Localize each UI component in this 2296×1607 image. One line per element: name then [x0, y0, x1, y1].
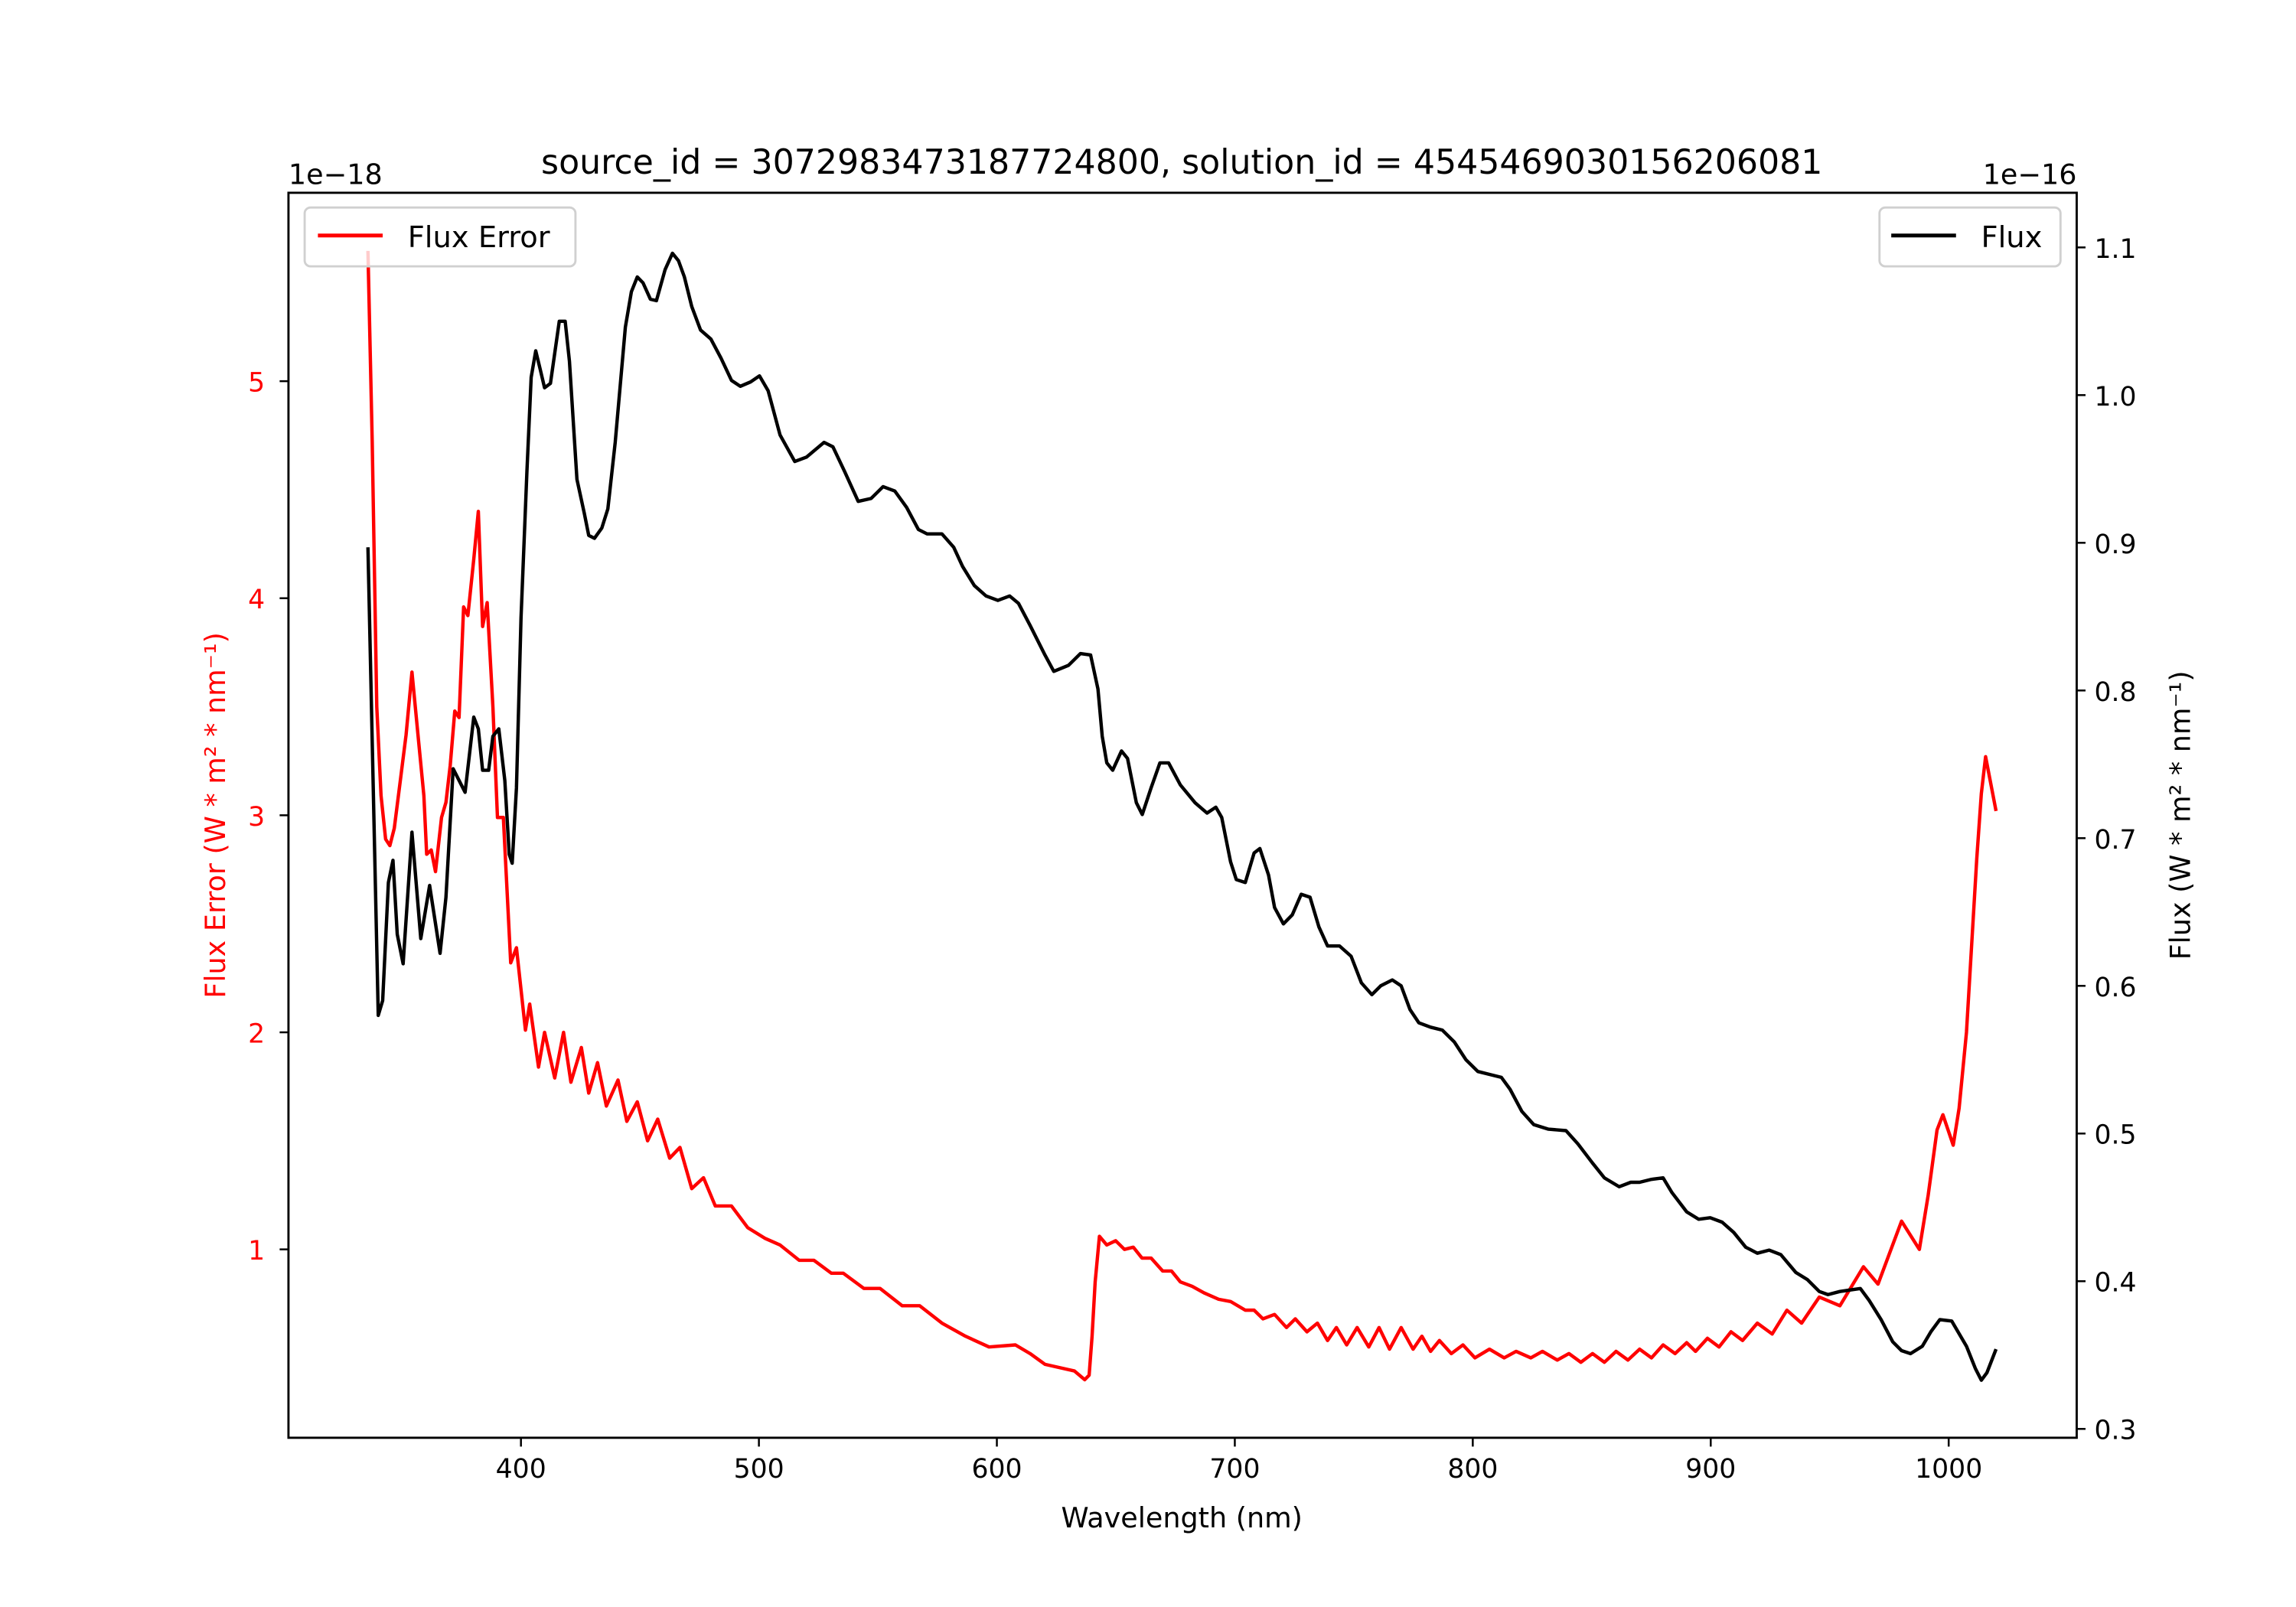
left-y-axis-label: Flux Error (W * m² * nm⁻¹) [199, 632, 232, 999]
right-y-tick-label: 0.6 [2095, 973, 2137, 1003]
x-tick-label: 700 [1209, 1454, 1260, 1485]
right-y-tick-label: 0.5 [2095, 1120, 2137, 1151]
flux-error-line [366, 250, 1998, 1382]
right-y-tick-label: 0.3 [2095, 1416, 2137, 1446]
left-y-tick-label: 3 [248, 802, 265, 833]
legend-label-flux: Flux [1981, 220, 2042, 255]
plot-lines [366, 250, 1998, 1382]
left-y-tick-label: 2 [248, 1019, 265, 1049]
right-y-axis-label: Flux (W * m² * nm⁻¹) [2164, 670, 2197, 960]
right-y-tick-label: 0.4 [2095, 1268, 2137, 1299]
x-axis-label: Wavelength (nm) [1062, 1501, 1303, 1534]
legend-flux: Flux [1878, 206, 2062, 268]
right-y-tick-label: 1.0 [2095, 382, 2137, 412]
x-tick-label: 900 [1685, 1454, 1736, 1485]
x-tick-label: 1000 [1915, 1454, 1982, 1485]
chart-title: source_id = 3072983473187724800, solutio… [541, 143, 1822, 182]
legend-box-right [1878, 206, 2062, 268]
legend-flux-error: Flux Error [303, 206, 577, 268]
right-y-tick-label: 0.8 [2095, 677, 2137, 708]
x-tick-label: 600 [971, 1454, 1022, 1485]
axes-frame [287, 191, 2078, 1439]
right-y-tick-label: 1.1 [2095, 234, 2137, 265]
legend-label-flux-error: Flux Error [408, 220, 550, 255]
left-y-tick-label: 4 [248, 585, 265, 615]
legend-box-left [303, 206, 577, 268]
x-tick-label: 500 [734, 1454, 784, 1485]
left-y-tick-label: 5 [248, 368, 265, 399]
right-axis-offset-text: 1e−16 [1983, 158, 2077, 191]
x-tick-label: 800 [1447, 1454, 1498, 1485]
x-tick-label: 400 [496, 1454, 546, 1485]
right-y-tick-label: 0.9 [2095, 530, 2137, 560]
left-y-tick-label: 1 [248, 1236, 265, 1266]
left-axis-offset-text: 1e−18 [289, 158, 383, 191]
axis-ticks: 400 500 600 700 800 900 1000 1 2 3 4 5 0.3 0.4 0.5 0.6 0… [248, 234, 2136, 1485]
right-y-tick-label: 0.7 [2095, 825, 2137, 856]
flux-line [366, 251, 1998, 1382]
